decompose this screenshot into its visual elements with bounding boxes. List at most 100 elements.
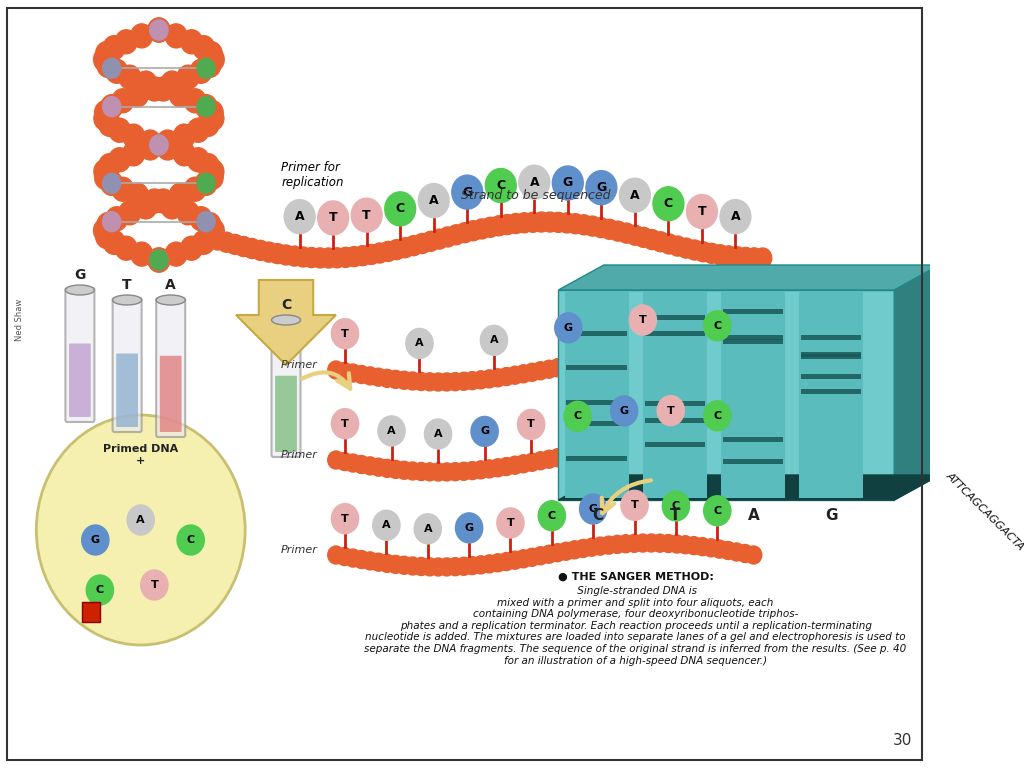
Circle shape bbox=[203, 219, 224, 243]
Circle shape bbox=[177, 200, 199, 225]
Circle shape bbox=[745, 546, 762, 564]
Circle shape bbox=[609, 221, 627, 241]
Circle shape bbox=[473, 556, 489, 574]
Circle shape bbox=[140, 570, 168, 600]
Polygon shape bbox=[643, 292, 707, 498]
Circle shape bbox=[507, 214, 525, 233]
Circle shape bbox=[456, 462, 472, 480]
Circle shape bbox=[438, 558, 455, 576]
Circle shape bbox=[102, 212, 121, 232]
Circle shape bbox=[737, 545, 754, 562]
Polygon shape bbox=[723, 310, 783, 314]
Circle shape bbox=[109, 147, 130, 172]
Circle shape bbox=[157, 136, 178, 160]
Circle shape bbox=[651, 349, 668, 367]
Circle shape bbox=[660, 234, 678, 254]
Circle shape bbox=[197, 58, 215, 78]
Circle shape bbox=[302, 247, 321, 267]
Text: T: T bbox=[341, 329, 349, 339]
Circle shape bbox=[361, 457, 378, 475]
Text: Primer: Primer bbox=[281, 450, 317, 460]
Circle shape bbox=[728, 543, 744, 561]
Circle shape bbox=[686, 537, 702, 554]
Circle shape bbox=[286, 246, 303, 266]
Circle shape bbox=[456, 513, 482, 543]
Circle shape bbox=[447, 225, 465, 245]
Text: A: A bbox=[434, 429, 442, 439]
Circle shape bbox=[361, 552, 378, 570]
Circle shape bbox=[153, 77, 174, 101]
Circle shape bbox=[183, 557, 198, 573]
Circle shape bbox=[489, 554, 506, 572]
Circle shape bbox=[199, 213, 221, 237]
Circle shape bbox=[626, 439, 642, 457]
Text: C: C bbox=[96, 585, 104, 595]
Circle shape bbox=[361, 367, 378, 385]
Circle shape bbox=[499, 368, 515, 386]
Circle shape bbox=[507, 456, 523, 474]
Circle shape bbox=[413, 558, 429, 575]
Circle shape bbox=[150, 135, 168, 155]
Circle shape bbox=[93, 48, 116, 71]
Circle shape bbox=[161, 195, 183, 219]
Circle shape bbox=[169, 183, 191, 207]
Circle shape bbox=[430, 463, 446, 481]
Text: C: C bbox=[714, 321, 721, 331]
Circle shape bbox=[626, 225, 644, 245]
Circle shape bbox=[94, 101, 117, 124]
Circle shape bbox=[148, 248, 170, 272]
Circle shape bbox=[94, 107, 116, 131]
Circle shape bbox=[84, 602, 98, 618]
Ellipse shape bbox=[66, 285, 94, 295]
Circle shape bbox=[617, 349, 634, 368]
Circle shape bbox=[507, 551, 523, 569]
Circle shape bbox=[489, 458, 506, 477]
Circle shape bbox=[60, 492, 77, 510]
Circle shape bbox=[387, 370, 403, 389]
Circle shape bbox=[720, 541, 736, 560]
Circle shape bbox=[150, 20, 168, 40]
Text: Single-stranded DNA is
mixed with a primer and split into four aliquots, each
co: Single-stranded DNA is mixed with a prim… bbox=[365, 586, 906, 666]
FancyBboxPatch shape bbox=[116, 353, 138, 427]
Circle shape bbox=[177, 525, 205, 555]
Circle shape bbox=[456, 372, 472, 390]
Circle shape bbox=[150, 20, 168, 40]
Circle shape bbox=[669, 236, 687, 256]
Circle shape bbox=[669, 350, 685, 368]
Circle shape bbox=[202, 160, 224, 184]
Circle shape bbox=[517, 409, 545, 439]
Circle shape bbox=[209, 230, 227, 250]
Circle shape bbox=[629, 305, 656, 335]
Circle shape bbox=[187, 147, 209, 172]
Text: C: C bbox=[592, 508, 603, 522]
Circle shape bbox=[686, 352, 702, 369]
Text: T: T bbox=[151, 580, 159, 590]
Text: G: G bbox=[563, 177, 573, 190]
Circle shape bbox=[396, 371, 413, 389]
Circle shape bbox=[100, 171, 123, 195]
Circle shape bbox=[119, 604, 135, 623]
Circle shape bbox=[541, 450, 557, 468]
FancyBboxPatch shape bbox=[271, 318, 300, 457]
Circle shape bbox=[379, 369, 395, 387]
Circle shape bbox=[422, 231, 439, 251]
Circle shape bbox=[203, 48, 224, 71]
Circle shape bbox=[202, 101, 223, 124]
Circle shape bbox=[524, 548, 541, 566]
Text: T: T bbox=[671, 508, 681, 522]
Circle shape bbox=[635, 534, 651, 552]
Circle shape bbox=[243, 239, 261, 259]
Polygon shape bbox=[721, 292, 785, 498]
Circle shape bbox=[387, 460, 403, 478]
Circle shape bbox=[106, 441, 123, 459]
Circle shape bbox=[702, 539, 719, 557]
Text: Primer: Primer bbox=[281, 545, 317, 555]
Polygon shape bbox=[723, 437, 783, 442]
Text: ATTCAGCAGGACTA: ATTCAGCAGGACTA bbox=[944, 470, 1024, 552]
Text: T: T bbox=[667, 406, 675, 415]
Circle shape bbox=[728, 448, 744, 466]
Circle shape bbox=[694, 242, 712, 262]
Circle shape bbox=[703, 311, 731, 341]
Circle shape bbox=[197, 97, 215, 117]
Circle shape bbox=[552, 166, 584, 200]
